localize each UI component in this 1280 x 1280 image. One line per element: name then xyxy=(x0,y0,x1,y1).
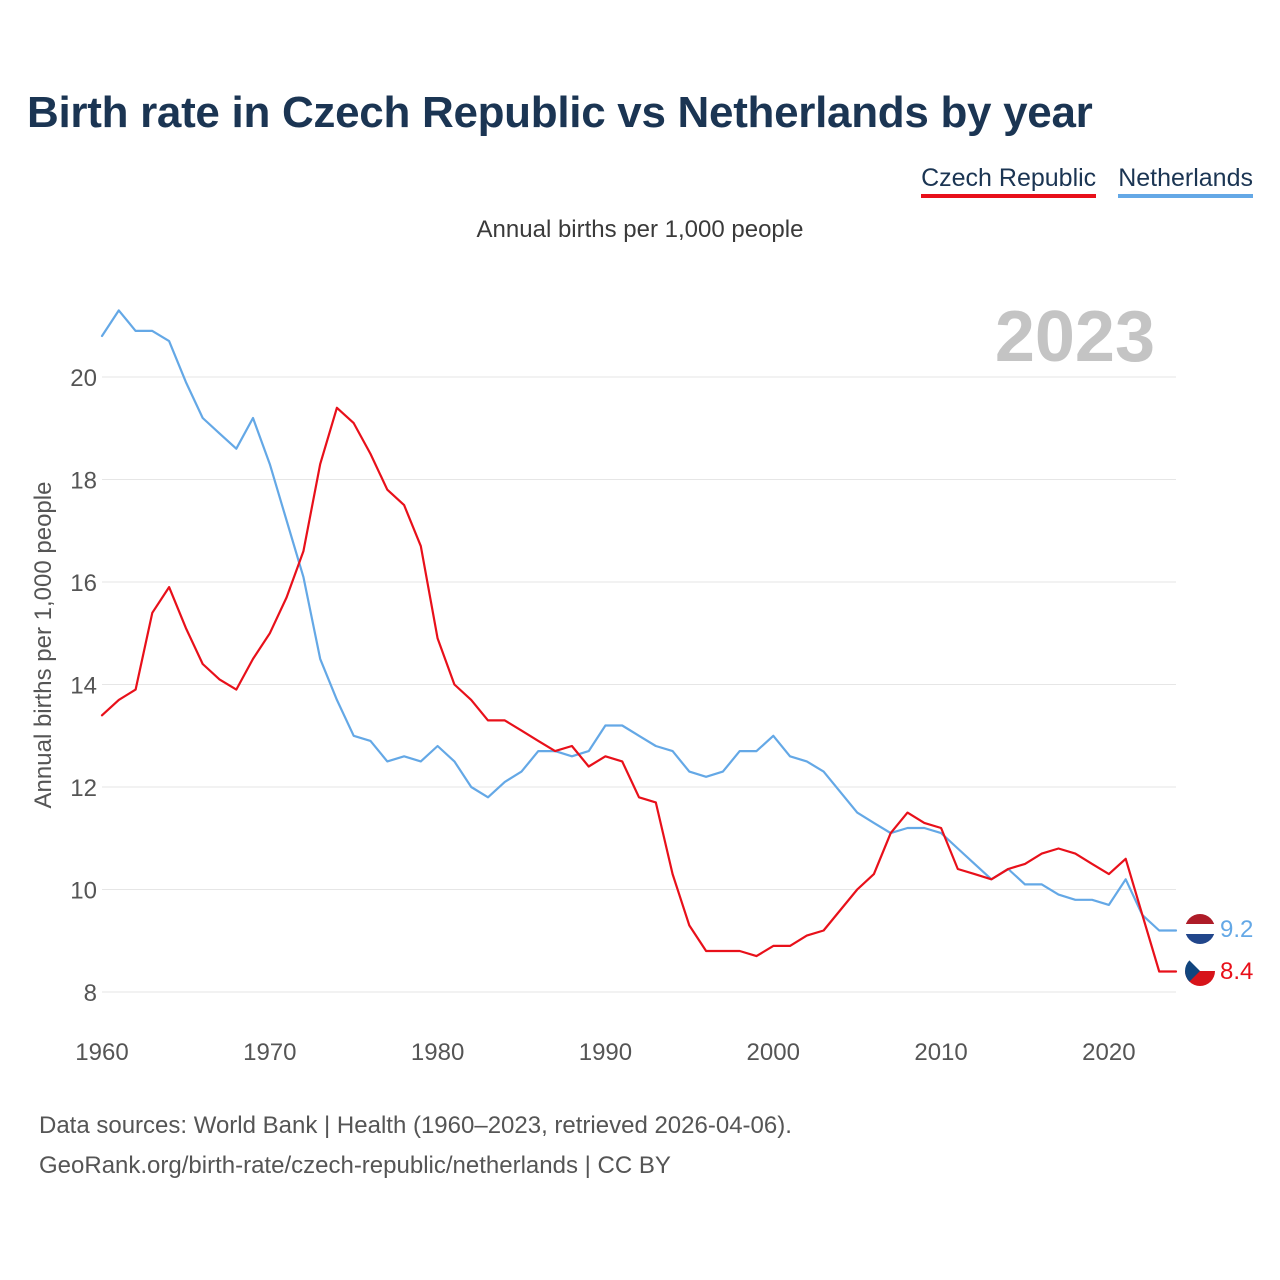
x-tick-label-1980: 1980 xyxy=(411,1039,464,1066)
x-tick-label-2020: 2020 xyxy=(1082,1039,1135,1066)
x-tick-label-1990: 1990 xyxy=(579,1039,632,1066)
x-tick-label-1960: 1960 xyxy=(75,1039,128,1066)
chart-subtitle: Annual births per 1,000 people xyxy=(476,216,804,243)
legend-item-czech-republic[interactable]: Czech Republic xyxy=(921,164,1097,198)
y-tick-label-18: 18 xyxy=(70,468,97,495)
y-tick-label-12: 12 xyxy=(70,775,97,802)
series-line-netherlands xyxy=(100,309,1178,932)
year-label: 2023 xyxy=(995,297,1155,377)
legend: Czech Republic Netherlands xyxy=(921,164,1253,198)
x-tick-label-1970: 1970 xyxy=(243,1039,296,1066)
x-tick-label-2010: 2010 xyxy=(914,1039,967,1066)
x-tick-label-2000: 2000 xyxy=(747,1039,800,1066)
netherlands-flag-icon xyxy=(1185,914,1215,944)
y-tick-label-16: 16 xyxy=(70,570,97,597)
source-url-line[interactable]: GeoRank.org/birth-rate/czech-republic/ne… xyxy=(39,1152,671,1179)
y-tick-label-14: 14 xyxy=(70,673,97,700)
source-line: Data sources: World Bank | Health (1960–… xyxy=(39,1112,792,1139)
y-tick-label-8: 8 xyxy=(84,980,97,1007)
chart-title: Birth rate in Czech Republic vs Netherla… xyxy=(27,88,1093,137)
end-label-netherlands: 9.2 xyxy=(1220,916,1253,943)
source-note: Data sources: World Bank | Health (1960–… xyxy=(39,1106,792,1186)
y-tick-label-20: 20 xyxy=(70,365,97,392)
y-axis-label: Annual births per 1,000 people xyxy=(30,482,57,809)
czech-republic-flag-icon xyxy=(1185,956,1215,986)
y-tick-label-10: 10 xyxy=(70,878,97,905)
series-line-czech xyxy=(100,406,1178,973)
legend-item-netherlands[interactable]: Netherlands xyxy=(1118,164,1253,198)
end-label-czech-republic: 8.4 xyxy=(1220,958,1253,985)
